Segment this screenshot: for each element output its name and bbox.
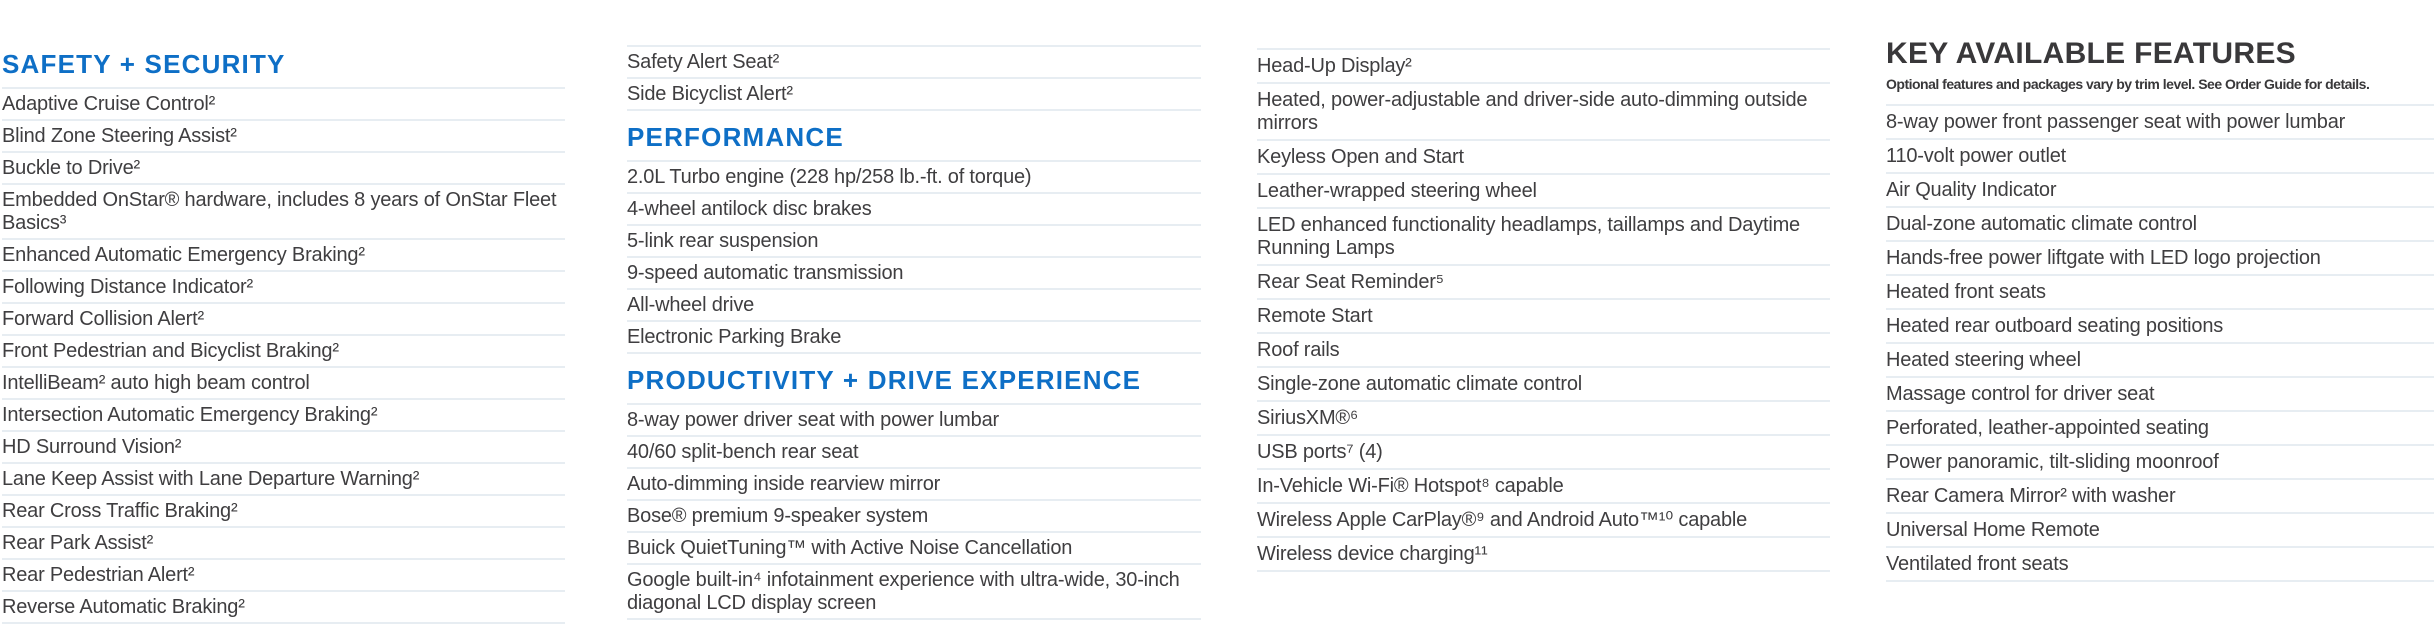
- feature-item: Heated, power-adjustable and driver-side…: [1257, 84, 1830, 141]
- feature-item: Buckle to Drive²: [2, 153, 565, 185]
- column-safety-security: SAFETY + SECURITY Adaptive Cruise Control…: [2, 50, 565, 624]
- feature-item: Single-zone automatic climate control: [1257, 368, 1830, 402]
- feature-item: Lane Keep Assist with Lane Departure War…: [2, 464, 565, 496]
- feature-item: In-Vehicle Wi-Fi® Hotspot⁸ capable: [1257, 470, 1830, 504]
- feature-list: 8-way power driver seat with power lumba…: [627, 405, 1201, 620]
- feature-item: Forward Collision Alert²: [2, 304, 565, 336]
- feature-item: Wireless Apple CarPlay®⁹ and Android Aut…: [1257, 504, 1830, 538]
- feature-item: 5-link rear suspension: [627, 226, 1201, 258]
- section-header-key-available-features: KEY AVAILABLE FEATURES: [1886, 37, 2296, 70]
- feature-item: Rear Camera Mirror² with washer: [1886, 480, 2434, 514]
- feature-item: Massage control for driver seat: [1886, 378, 2434, 412]
- column-key-available-features: KEY AVAILABLE FEATURES Optional features …: [1886, 38, 2434, 582]
- feature-item: Adaptive Cruise Control²: [2, 89, 565, 121]
- feature-item: Bose® premium 9-speaker system: [627, 501, 1201, 533]
- feature-item: All-wheel drive: [627, 290, 1201, 322]
- feature-item: Keyless Open and Start: [1257, 141, 1830, 175]
- feature-item: Power panoramic, tilt-sliding moonroof: [1886, 446, 2434, 480]
- column-performance: Safety Alert Seat² Side Bicyclist Alert² P…: [627, 45, 1201, 620]
- feature-item: Rear Pedestrian Alert²: [2, 560, 565, 592]
- feature-item: HD Surround Vision²: [2, 432, 565, 464]
- feature-item: Rear Cross Traffic Braking²: [2, 496, 565, 528]
- feature-item: 8-way power front passenger seat with po…: [1886, 106, 2434, 140]
- feature-item: Heated front seats: [1886, 276, 2434, 310]
- feature-item: Leather-wrapped steering wheel: [1257, 175, 1830, 209]
- section-header-safety-security: SAFETY + SECURITY: [2, 50, 565, 89]
- feature-item: Enhanced Automatic Emergency Braking²: [2, 240, 565, 272]
- feature-item: Perforated, leather-appointed seating: [1886, 412, 2434, 446]
- feature-item: Following Distance Indicator²: [2, 272, 565, 304]
- feature-item: Universal Home Remote: [1886, 514, 2434, 548]
- feature-item: Reverse Automatic Braking²: [2, 592, 565, 624]
- feature-list: Safety Alert Seat² Side Bicyclist Alert²: [627, 45, 1201, 111]
- feature-item: Heated rear outboard seating positions: [1886, 310, 2434, 344]
- feature-item: Rear Seat Reminder⁵: [1257, 266, 1830, 300]
- feature-item: Embedded OnStar® hardware, includes 8 ye…: [2, 185, 565, 240]
- feature-item: Rear Park Assist²: [2, 528, 565, 560]
- feature-item: Front Pedestrian and Bicyclist Braking²: [2, 336, 565, 368]
- feature-item: Ventilated front seats: [1886, 548, 2434, 582]
- feature-item: Electronic Parking Brake: [627, 322, 1201, 354]
- section-note: Optional features and packages vary by t…: [1886, 76, 2434, 106]
- feature-item: Google built-in⁴ infotainment experience…: [627, 565, 1201, 620]
- section-header-performance: PERFORMANCE: [627, 123, 1201, 162]
- feature-item: Auto-dimming inside rearview mirror: [627, 469, 1201, 501]
- feature-item: SiriusXM®⁶: [1257, 402, 1830, 436]
- feature-item: Heated steering wheel: [1886, 344, 2434, 378]
- feature-item: 2.0L Turbo engine (228 hp/258 lb.-ft. of…: [627, 162, 1201, 194]
- feature-item: LED enhanced functionality headlamps, ta…: [1257, 209, 1830, 266]
- feature-item: Blind Zone Steering Assist²: [2, 121, 565, 153]
- feature-item: Air Quality Indicator: [1886, 174, 2434, 208]
- feature-item: 8-way power driver seat with power lumba…: [627, 405, 1201, 437]
- feature-item: 9-speed automatic transmission: [627, 258, 1201, 290]
- feature-item: Safety Alert Seat²: [627, 47, 1201, 79]
- feature-item: Hands-free power liftgate with LED logo …: [1886, 242, 2434, 276]
- feature-item: Wireless device charging¹¹: [1257, 538, 1830, 572]
- feature-item: Buick QuietTuning™ with Active Noise Can…: [627, 533, 1201, 565]
- feature-item: Remote Start: [1257, 300, 1830, 334]
- feature-list: 2.0L Turbo engine (228 hp/258 lb.-ft. of…: [627, 162, 1201, 354]
- feature-list: 8-way power front passenger seat with po…: [1886, 106, 2434, 582]
- feature-item: Intersection Automatic Emergency Braking…: [2, 400, 565, 432]
- feature-item: 4-wheel antilock disc brakes: [627, 194, 1201, 226]
- feature-item: USB ports⁷ (4): [1257, 436, 1830, 470]
- feature-item: IntelliBeam² auto high beam control: [2, 368, 565, 400]
- feature-item: Head-Up Display²: [1257, 50, 1830, 84]
- feature-item: Roof rails: [1257, 334, 1830, 368]
- column-productivity-continued: Head-Up Display² Heated, power-adjustable…: [1257, 48, 1830, 572]
- feature-item: 40/60 split-bench rear seat: [627, 437, 1201, 469]
- feature-item: 110-volt power outlet: [1886, 140, 2434, 174]
- section-header-productivity-drive-experience: PRODUCTIVITY + DRIVE EXPERIENCE: [627, 366, 1201, 405]
- feature-list: Adaptive Cruise Control² Blind Zone Steer…: [2, 89, 565, 624]
- feature-item: Side Bicyclist Alert²: [627, 79, 1201, 111]
- feature-item: Dual-zone automatic climate control: [1886, 208, 2434, 242]
- feature-list: Head-Up Display² Heated, power-adjustable…: [1257, 48, 1830, 572]
